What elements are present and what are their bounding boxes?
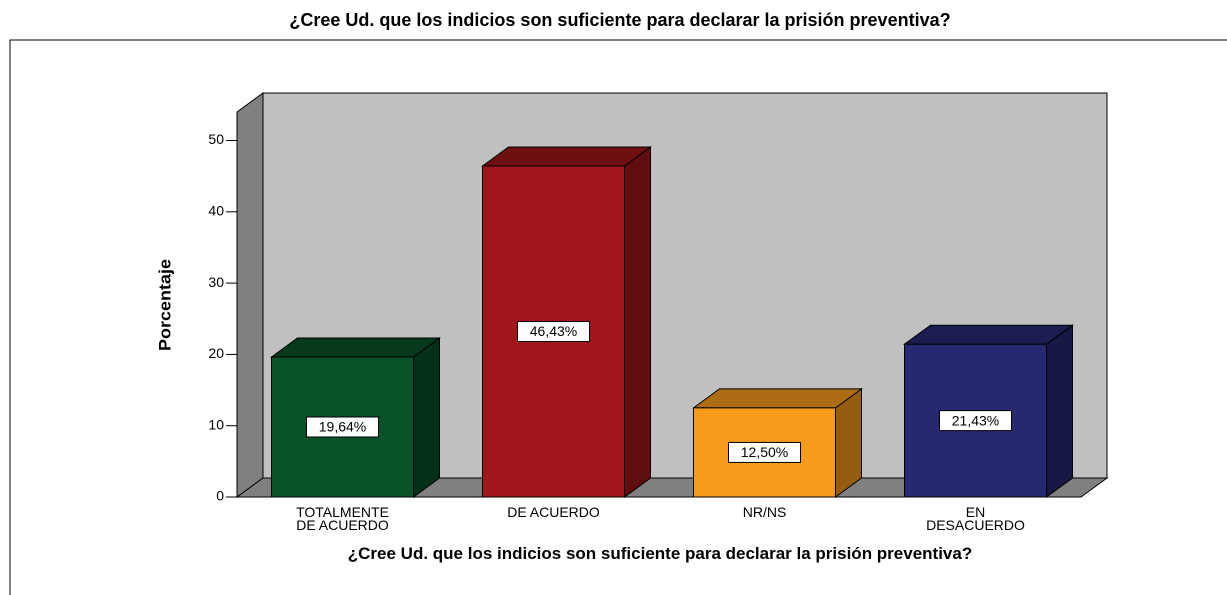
value-label-box [728, 441, 801, 463]
x-tick-label: TOTALMENTE DE ACUERDO [296, 504, 389, 533]
y-tick-label: 30 [208, 274, 224, 290]
y-tick-label: 20 [208, 345, 224, 361]
y-tick-label: 40 [208, 203, 224, 219]
bar-top [480, 146, 653, 167]
side-wall [236, 92, 264, 498]
bar-side [413, 336, 440, 498]
x-tick-label: NR/NS [742, 504, 787, 520]
x-tick-label: DE ACUERDO [507, 504, 600, 520]
chart-title: ¿Cree Ud. que los indicios son suficient… [289, 10, 950, 30]
bar-side [624, 145, 651, 498]
value-label-box [306, 416, 379, 438]
value-label: 21,43% [952, 412, 999, 428]
bar-top [269, 337, 442, 358]
value-label-box [939, 410, 1012, 432]
y-tick-label: 50 [208, 131, 224, 147]
x-axis-label: ¿Cree Ud. que los indicios son suficient… [347, 544, 973, 563]
y-tick-label: 10 [208, 416, 224, 432]
value-label: 12,50% [741, 444, 788, 460]
value-label: 46,43% [530, 323, 577, 339]
bar-top [691, 388, 864, 409]
x-tick-label: EN DESACUERDO [926, 504, 1025, 533]
bar-top [902, 324, 1075, 345]
value-label: 19,64% [319, 419, 366, 435]
value-label-box [517, 320, 590, 342]
bar-side [1046, 324, 1073, 498]
y-axis-label: Porcentaje [155, 259, 174, 351]
y-tick-label: 0 [216, 488, 224, 504]
